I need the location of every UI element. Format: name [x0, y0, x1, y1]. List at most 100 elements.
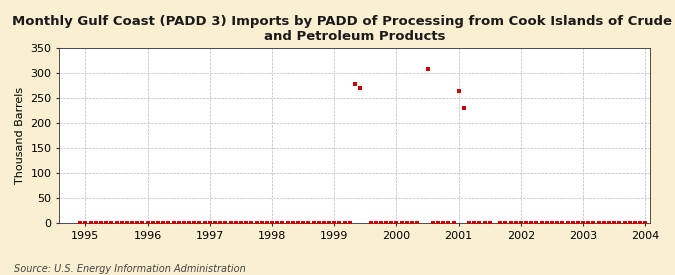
- Point: [241, 221, 252, 225]
- Point: [288, 221, 298, 225]
- Point: [329, 221, 340, 225]
- Point: [210, 221, 221, 225]
- Point: [90, 221, 101, 225]
- Point: [303, 221, 314, 225]
- Point: [308, 221, 319, 225]
- Point: [531, 221, 542, 225]
- Point: [184, 221, 194, 225]
- Point: [562, 221, 573, 225]
- Point: [147, 221, 158, 225]
- Point: [116, 221, 127, 225]
- Point: [267, 221, 277, 225]
- Point: [168, 221, 179, 225]
- Point: [396, 221, 407, 225]
- Point: [619, 221, 630, 225]
- Point: [510, 221, 521, 225]
- Point: [614, 221, 625, 225]
- Point: [225, 221, 236, 225]
- Title: Monthly Gulf Coast (PADD 3) Imports by PADD of Processing from Cook Islands of C: Monthly Gulf Coast (PADD 3) Imports by P…: [12, 15, 675, 43]
- Point: [199, 221, 210, 225]
- Point: [220, 221, 231, 225]
- Point: [80, 221, 91, 225]
- Point: [495, 221, 506, 225]
- Point: [381, 221, 392, 225]
- Point: [500, 221, 511, 225]
- Point: [137, 221, 148, 225]
- Point: [609, 221, 620, 225]
- Point: [485, 221, 495, 225]
- Point: [355, 86, 366, 90]
- Point: [520, 221, 531, 225]
- Point: [588, 221, 599, 225]
- Point: [433, 221, 443, 225]
- Point: [340, 221, 350, 225]
- Point: [386, 221, 397, 225]
- Point: [111, 221, 122, 225]
- Point: [505, 221, 516, 225]
- Point: [599, 221, 610, 225]
- Point: [640, 221, 651, 225]
- Point: [557, 221, 568, 225]
- Point: [256, 221, 267, 225]
- Point: [173, 221, 184, 225]
- Point: [122, 221, 132, 225]
- Point: [96, 221, 107, 225]
- Point: [454, 89, 464, 93]
- Point: [427, 221, 438, 225]
- Point: [479, 221, 490, 225]
- Point: [246, 221, 256, 225]
- Point: [189, 221, 200, 225]
- Point: [547, 221, 558, 225]
- Point: [261, 221, 272, 225]
- Point: [194, 221, 205, 225]
- Point: [391, 221, 402, 225]
- Point: [277, 221, 288, 225]
- Point: [469, 221, 480, 225]
- Point: [101, 221, 111, 225]
- Point: [412, 221, 423, 225]
- Point: [583, 221, 593, 225]
- Point: [205, 221, 215, 225]
- Point: [437, 221, 448, 225]
- Point: [319, 221, 329, 225]
- Point: [132, 221, 142, 225]
- Point: [292, 221, 303, 225]
- Point: [593, 221, 604, 225]
- Point: [350, 82, 360, 87]
- Point: [443, 221, 454, 225]
- Point: [334, 221, 345, 225]
- Point: [75, 221, 86, 225]
- Point: [298, 221, 308, 225]
- Point: [313, 221, 324, 225]
- Point: [474, 221, 485, 225]
- Point: [324, 221, 335, 225]
- Point: [106, 221, 117, 225]
- Point: [153, 221, 163, 225]
- Point: [371, 221, 381, 225]
- Point: [624, 221, 635, 225]
- Point: [551, 221, 562, 225]
- Point: [572, 221, 583, 225]
- Point: [448, 221, 459, 225]
- Point: [158, 221, 169, 225]
- Point: [536, 221, 547, 225]
- Point: [365, 221, 376, 225]
- Point: [422, 67, 433, 72]
- Point: [402, 221, 412, 225]
- Point: [458, 106, 469, 110]
- Point: [516, 221, 526, 225]
- Point: [578, 221, 589, 225]
- Point: [230, 221, 241, 225]
- Point: [526, 221, 537, 225]
- Text: Source: U.S. Energy Information Administration: Source: U.S. Energy Information Administ…: [14, 264, 245, 274]
- Point: [464, 221, 475, 225]
- Point: [272, 221, 283, 225]
- Point: [344, 221, 355, 225]
- Point: [127, 221, 138, 225]
- Point: [630, 221, 641, 225]
- Point: [375, 221, 386, 225]
- Point: [282, 221, 293, 225]
- Point: [251, 221, 262, 225]
- Point: [178, 221, 189, 225]
- Point: [603, 221, 614, 225]
